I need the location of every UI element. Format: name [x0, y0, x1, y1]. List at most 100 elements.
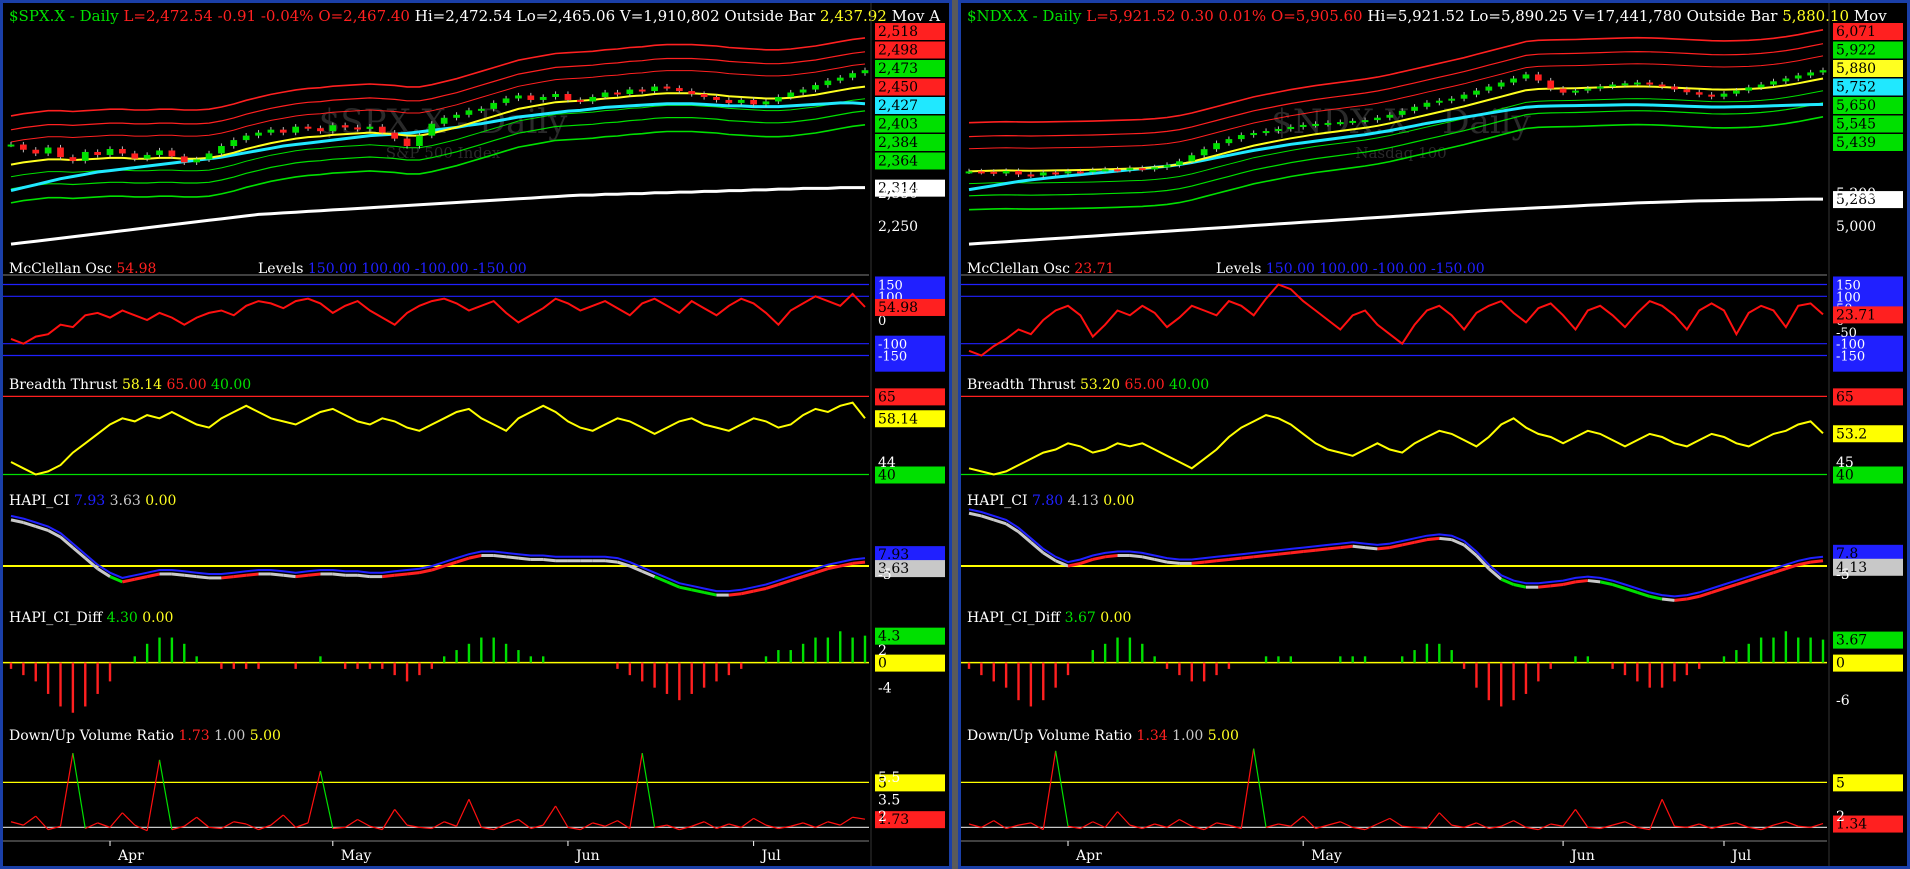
spx-hapi-slow-segment: [468, 554, 482, 560]
spx-dv-segment: [431, 821, 445, 830]
spx-header-part-0: $SPX.X - Daily: [9, 7, 119, 25]
ndx-candle: [1213, 143, 1220, 150]
ndx-breadth-line: [968, 414, 1824, 476]
ndx-hapi-slow-segment: [1599, 580, 1613, 586]
ndx-hapi-slow-segment: [1439, 536, 1452, 542]
spx-hapi-slow-segment: [443, 560, 458, 568]
spx-dv-badge-value: 1.73: [875, 811, 945, 829]
ndx-hapi-slow-segment: [968, 511, 982, 518]
spx-candle: [218, 146, 225, 154]
spx-hapi-slow-segment: [617, 560, 631, 568]
ndx-header-part-10: Mov: [1849, 7, 1887, 25]
spx-dv-segment: [23, 815, 37, 826]
ndx-candle: [1819, 70, 1827, 73]
ndx-hapi-slow-segment: [1315, 547, 1329, 552]
spx-hapi-slow-segment: [740, 589, 754, 596]
ndx-hapi-slow-segment: [1661, 597, 1675, 602]
ndx-candle: [1151, 167, 1159, 170]
spx-candle: [20, 144, 27, 150]
spx-dv-badge-level-text: 5: [878, 775, 887, 791]
ndx-dv-segment: [1265, 823, 1279, 828]
spx-hapi-slow-segment: [543, 557, 556, 563]
ndx-candle: [1015, 171, 1022, 175]
spx-hapi-slow-segment: [518, 556, 531, 561]
spx-candle: [849, 73, 856, 78]
ndx-hapi-diff-badge-zero-text: 0: [1836, 656, 1845, 672]
spx-hapi-panel: HAPI_CI 7.93 3.63 0.007.933.63-5: [3, 493, 945, 597]
spx-candle: [366, 126, 374, 129]
ndx-price-badge-2-bg: [1833, 60, 1903, 77]
ndx-candle: [1671, 86, 1678, 90]
spx-hapi-slow-segment: [827, 564, 841, 571]
ndx-dv-segment: [1488, 825, 1502, 830]
ndx-hapi-slow-segment: [1698, 591, 1713, 598]
spx-price-badge-3: 2,450: [875, 78, 945, 96]
ndx-dv-segment: [1612, 821, 1626, 826]
spx-price-badge-5-text: 2,403: [878, 117, 918, 133]
ndx-dv-badge-level-text: 5: [1836, 775, 1845, 791]
spx-price-badge-0-text: 2,518: [878, 24, 918, 40]
spx-dv-segment: [703, 821, 717, 830]
spx-hapi-slow-segment: [59, 535, 74, 549]
spx-mcclellan-badge-bg: [875, 298, 945, 316]
ndx-candle: [1510, 78, 1517, 83]
ndx-candle: [1794, 75, 1802, 79]
ndx-candle: [1361, 120, 1369, 123]
spx-dv-badge-value-text: 1.73: [878, 812, 909, 828]
spx-breadth-title-part-2: 65.00: [162, 377, 207, 393]
spx-dv-segment: [146, 759, 161, 831]
ndx-price-badge-4-bg: [1833, 97, 1903, 114]
ndx-dv-segment: [1661, 798, 1676, 827]
ndx-dv-segment: [1290, 815, 1304, 827]
ndx-hapi-diff-badge-value: 3.67: [1833, 631, 1903, 649]
spx-hapi-slow-segment: [171, 572, 185, 577]
ndx-dv-badge-level: 5: [1833, 774, 1903, 792]
spx-hapi-title-part-0: HAPI_CI: [9, 493, 70, 509]
spx-hapi-tick: -5: [878, 567, 892, 583]
spx-dv-segment: [827, 821, 841, 826]
spx-hapi-diff-badge-zero: 0: [875, 654, 945, 672]
ndx-candle: [1225, 139, 1233, 144]
ndx-candle: [1485, 86, 1493, 91]
spx-hapi-title: HAPI_CI 7.93 3.63 0.00: [9, 493, 176, 509]
spx-hapi-slow-segment: [246, 572, 259, 577]
spx-hapi-slow-segment: [765, 583, 779, 590]
spx-hapi-slow-segment: [196, 575, 210, 580]
ndx-price-badge-1-bg: [1833, 41, 1903, 59]
ndx-hapi-slow-segment: [1414, 538, 1428, 544]
spx-candle: [180, 156, 188, 163]
spx-candle: [465, 110, 473, 115]
spx-price-tick-0: 2,350: [878, 186, 918, 202]
spx-candle: [354, 127, 361, 130]
spx-breadth-badge-lower-text: 40: [878, 468, 896, 484]
spx-dv-segment: [443, 821, 457, 827]
ndx-price-badge-6-text: 5,439: [1836, 135, 1876, 151]
spx-hapi-diff-title-part-1: 4.30: [102, 610, 138, 626]
spx-hapi-slow-segment: [505, 555, 519, 560]
spx-chart-window[interactable]: $SPX.X - Daily S&P 500 Index $SPX.X - Dail…: [0, 0, 952, 869]
spx-price-badge-8: 2,314: [875, 179, 945, 197]
spx-dv-segment: [158, 759, 173, 830]
spx-hapi-slow-segment: [146, 572, 160, 579]
ndx-mcclellan-line: [968, 283, 1824, 357]
ndx-candle: [1250, 133, 1258, 136]
spx-dv-segment: [245, 823, 259, 831]
ndx-hapi-slow-segment: [1067, 561, 1081, 568]
ndx-price-badge-3-bg: [1833, 78, 1903, 96]
ndx-dv-segment: [1080, 821, 1094, 830]
spx-dv-segment: [10, 821, 24, 826]
ndx-chart-window[interactable]: $NDX.X - Daily Nasdaq 100 $NDX.X - Daily L…: [958, 0, 1910, 869]
spx-hapi-slow-segment: [307, 572, 321, 577]
ndx-dv-segment: [1092, 821, 1106, 828]
ndx-price-badge-5: 5,545: [1833, 115, 1903, 133]
spx-dv-badge-level-bg: [875, 774, 945, 792]
ndx-dv-segment: [1736, 822, 1749, 828]
spx-mcclellan-title: McClellan Osc 54.98: [9, 261, 156, 277]
ndx-header-part-7: V=17,441,780: [1568, 7, 1682, 25]
spx-dv-segment: [419, 826, 432, 830]
ndx-breadth-panel: Breadth Thrust 53.20 65.00 40.00 65 53.2 40…: [961, 377, 1903, 484]
spx-dv-segment: [319, 770, 334, 829]
spx-header-part-1: L=2,472.54: [119, 7, 213, 25]
ndx-price-badge-1-text: 5,922: [1836, 43, 1876, 59]
spx-dv-segment: [295, 822, 309, 828]
